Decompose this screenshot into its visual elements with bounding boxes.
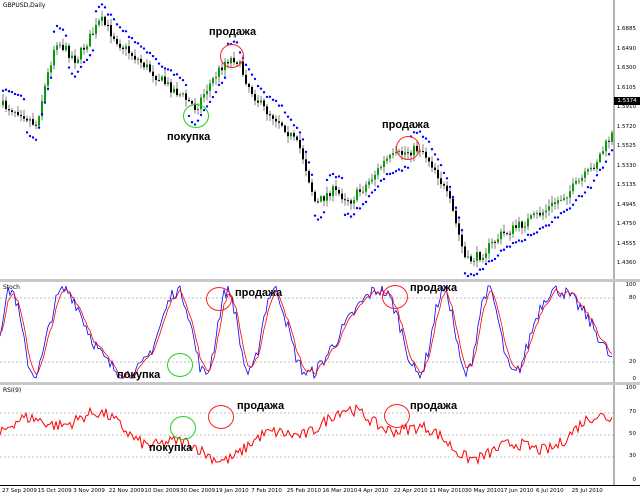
indicator-axis-label: 100 — [625, 385, 637, 391]
stochastic-canvas[interactable] — [0, 282, 640, 382]
sell-label-price-1: продажа — [209, 26, 257, 38]
stoch-main-line — [0, 285, 613, 380]
buy-label-price: покупка — [167, 131, 211, 143]
parabolic-sar-dots — [1, 3, 614, 278]
rsi-line — [0, 403, 613, 466]
price-axis-label: 1.5910 — [616, 104, 636, 110]
rsi-pane[interactable]: RSI(9) 100 70 50 30 0 — [0, 385, 640, 485]
time-axis-label: 25 Jul 2010 — [571, 488, 603, 494]
sell-circle-rsi-2 — [384, 404, 410, 428]
indicator-axis-label: 0 — [632, 477, 637, 483]
sell-circle-price-2 — [396, 136, 420, 160]
indicator-axis-label: 100 — [625, 282, 637, 288]
time-axis-label: 30 Dec 2009 — [180, 488, 216, 494]
indicator-axis-label: 70 — [629, 409, 636, 415]
price-axis-label: 1.6105 — [616, 84, 636, 91]
time-axis-label: 3 Nov 2009 — [73, 488, 105, 494]
indicator-axis-label: 50 — [629, 431, 636, 437]
time-axis-label: 25 Feb 2010 — [286, 488, 322, 494]
stochastic-title: Stoch — [3, 284, 20, 291]
indicator-axis-label: 30 — [629, 453, 636, 459]
price-axis-label: 1.5525 — [616, 143, 636, 149]
time-axis-label: 22 Nov 2009 — [108, 488, 145, 494]
time-axis-label: 11 May 2010 — [429, 488, 466, 494]
price-axis-label: 1.4555 — [616, 240, 636, 247]
time-axis-label: 16 Mar 2010 — [322, 488, 358, 494]
pane-separator[interactable] — [0, 279, 640, 282]
time-axis-label: 15 Oct 2009 — [37, 488, 72, 494]
sell-circle-rsi-1 — [208, 405, 234, 429]
indicator-axis-label: 80 — [629, 295, 636, 301]
price-axis-label: 1.4750 — [616, 221, 636, 227]
price-chart-canvas[interactable] — [0, 0, 640, 280]
time-axis-label: 19 Jan 2010 — [215, 488, 249, 494]
price-axis-label: 1.6490 — [616, 45, 636, 52]
time-axis-label: 22 Apr 2010 — [393, 488, 428, 494]
price-axis-label: 1.6885 — [616, 26, 636, 32]
buy-circle-rsi — [170, 416, 196, 440]
rsi-canvas[interactable] — [0, 385, 640, 485]
time-axis-label: 17 Jun 2010 — [500, 488, 534, 494]
time-axis-label: 10 Dec 2009 — [144, 488, 180, 494]
time-axis: 27 Sep 2009 15 Oct 2009 3 Nov 2009 22 Nov 2… — [0, 485, 640, 498]
time-axis-label: 7 Feb 2010 — [251, 488, 282, 494]
price-axis-label: 1.5330 — [616, 162, 636, 169]
price-chart-pane[interactable]: GBPUSD,Daily 1.5374 1.6885 1.6490 1.6300 1.… — [0, 0, 640, 286]
price-axis-label: 1.6300 — [616, 65, 636, 71]
indicator-axis-label: 20 — [629, 359, 636, 365]
sell-label-rsi-1: продажа — [237, 400, 285, 412]
symbol-title: GBPUSD,Daily — [3, 2, 46, 9]
rsi-title: RSI(9) — [3, 387, 22, 394]
pane-separator[interactable] — [0, 382, 640, 385]
sell-circle-stoch-2 — [382, 285, 408, 309]
sell-label-rsi-2: продажа — [410, 400, 458, 412]
price-axis-label: 1.5135 — [616, 182, 636, 188]
buy-circle-price — [183, 104, 209, 128]
time-axis-label: 4 Apr 2010 — [358, 488, 389, 494]
time-axis-label: 27 Sep 2009 — [2, 488, 37, 494]
stoch-signal-line — [0, 288, 613, 378]
time-axis-label: 6 Jul 2010 — [536, 488, 564, 494]
sell-label-stoch-2: продажа — [410, 282, 458, 294]
sell-circle-stoch-1 — [206, 287, 232, 311]
buy-label-stoch: покупка — [117, 369, 161, 381]
current-price-tag: 1.5374 — [614, 97, 640, 105]
buy-label-rsi: покупка — [149, 442, 193, 454]
sell-label-price-2: продажа — [382, 119, 430, 131]
sell-label-stoch-1: продажа — [235, 287, 283, 299]
price-axis-label: 1.4945 — [616, 201, 636, 208]
price-axis-label: 1.5720 — [616, 123, 636, 130]
stochastic-pane[interactable]: Stoch 100 80 20 0 — [0, 282, 640, 382]
time-axis-label: 30 May 2010 — [464, 488, 501, 494]
buy-circle-stoch — [167, 353, 193, 377]
indicator-axis-label: 0 — [632, 376, 637, 382]
price-axis-label: 1.4360 — [616, 260, 636, 266]
sell-circle-price-1 — [220, 44, 244, 68]
